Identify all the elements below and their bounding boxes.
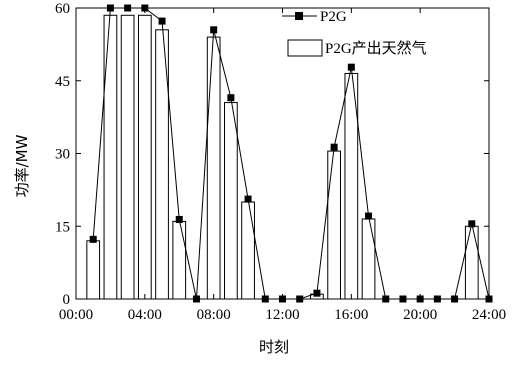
legend-square-marker	[295, 12, 303, 20]
p2g-marker-6	[175, 215, 183, 223]
plot-frame	[75, 7, 490, 300]
p2g-marker-8	[210, 26, 218, 34]
p2g-marker-23	[468, 220, 476, 228]
y-tick-label-60: 60	[55, 1, 70, 17]
x-tick-label-8: 08:00	[197, 307, 231, 323]
bar-2	[103, 14, 118, 300]
ticks-layer: 00:00 04:00 08:00 12:00 16:00 20:00 24:00 0 15 30…	[55, 1, 506, 323]
p2g-marker-17	[365, 212, 373, 220]
legend-bar-swatch	[287, 39, 323, 57]
y-axis-title: 功率/MW	[13, 134, 31, 197]
bar-3	[120, 14, 135, 300]
y-tick-label-0: 0	[63, 292, 71, 308]
bars-layer	[86, 14, 479, 300]
bar-9	[224, 102, 238, 300]
bar-10	[241, 201, 255, 300]
bar-8	[206, 36, 221, 300]
legend-label-line: P2G	[320, 9, 347, 25]
x-tick-label-24: 24:00	[472, 307, 506, 323]
bar-1	[86, 240, 101, 300]
bar-4	[137, 14, 152, 300]
x-tick-label-12: 12:00	[265, 307, 299, 323]
y-tick-label-45: 45	[55, 74, 70, 90]
bar-17	[361, 218, 376, 300]
y-tick-label-30: 30	[55, 147, 70, 163]
p2g-marker-16	[347, 63, 355, 71]
y-tick-label-15: 15	[55, 219, 70, 235]
p2g-marker-5	[158, 17, 166, 25]
x-axis-title: 时刻	[259, 338, 289, 356]
axes-layer	[75, 7, 490, 300]
x-tick-label-0: 00:00	[59, 307, 93, 323]
p2g-marker-15	[330, 143, 338, 151]
bar-23	[464, 225, 479, 300]
bar-6	[172, 220, 187, 300]
p2g-marker-1	[89, 235, 97, 243]
p2g-marker-9	[227, 94, 235, 102]
x-tick-label-20: 20:00	[403, 307, 437, 323]
p2g-marker-14	[313, 289, 321, 297]
legend: P2G P2G产出天然气	[282, 9, 427, 57]
x-tick-label-16: 16:00	[334, 307, 368, 323]
x-tick-label-4: 04:00	[128, 307, 162, 323]
bar-15	[327, 150, 341, 300]
p2g-marker-10	[244, 195, 252, 203]
legend-label-bar: P2G产出天然气	[325, 40, 427, 57]
